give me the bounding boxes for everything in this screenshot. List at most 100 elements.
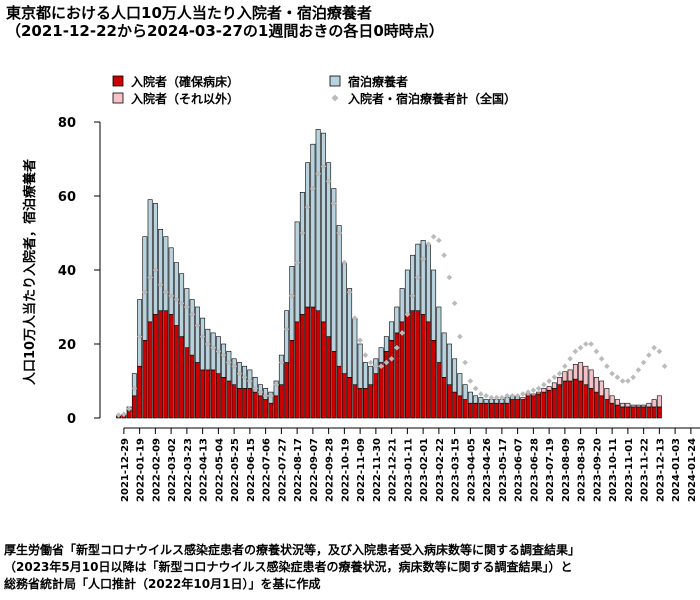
national-total-point xyxy=(415,274,421,281)
y-tick-label: 80 xyxy=(58,116,76,131)
bar-lodging xyxy=(320,132,326,323)
bar-hospital-other xyxy=(635,404,641,408)
x-tick-label: 2023-06-28 xyxy=(529,438,540,502)
bar-lodging xyxy=(446,343,452,386)
bar-hospital-bed xyxy=(488,402,494,419)
bar-hospital-bed xyxy=(326,336,332,419)
legend-swatch-hospital-bed xyxy=(112,75,124,87)
legend-swatch-lodging xyxy=(329,75,341,87)
bar-lodging xyxy=(221,343,227,378)
bar-hospital-bed xyxy=(536,393,542,419)
bar-lodging xyxy=(357,343,363,389)
national-total-point xyxy=(551,374,558,381)
bar-hospital-bed xyxy=(457,395,463,419)
x-tick-label: 2023-11-22 xyxy=(640,438,651,502)
national-total-point xyxy=(457,333,463,340)
bar-hospital-bed xyxy=(436,362,442,419)
bar-hospital-other xyxy=(641,404,647,408)
national-total-point xyxy=(378,363,384,369)
bar-lodging xyxy=(289,265,295,341)
national-total-point xyxy=(315,171,321,177)
bar-hospital-other xyxy=(520,397,526,400)
bar-hospital-other xyxy=(593,376,599,393)
national-total-point xyxy=(451,300,458,307)
national-total-point xyxy=(562,363,568,369)
chart-title: 東京都における人口10万人当たり入院者・宿泊療養者 xyxy=(6,4,372,22)
bar-hospital-other xyxy=(583,365,589,386)
chart-subtitle: （2021-12-22から2024-03-27の1週間おきの各日0時時点） xyxy=(6,22,444,40)
bar-lodging xyxy=(315,129,321,311)
bar-hospital-bed xyxy=(425,321,431,419)
bar-lodging xyxy=(168,247,174,315)
national-total-point xyxy=(294,259,300,266)
bars xyxy=(116,129,662,419)
national-total-point xyxy=(331,200,337,207)
bar-lodging xyxy=(142,236,148,341)
national-total-point xyxy=(362,352,369,358)
bar-hospital-bed xyxy=(630,406,636,419)
bar-hospital-bed xyxy=(593,391,599,419)
national-total-point xyxy=(399,330,405,336)
bar-hospital-bed xyxy=(137,365,143,419)
national-total-point xyxy=(530,387,537,394)
x-tick-label: 2023-04-26 xyxy=(482,438,493,502)
national-total-point xyxy=(567,356,573,362)
national-total-point xyxy=(541,381,547,388)
y-tick-label: 60 xyxy=(58,190,76,205)
national-total-point xyxy=(215,348,222,355)
x-tick-label: 2022-08-17 xyxy=(293,438,304,502)
national-total-point xyxy=(635,367,642,373)
bar-hospital-other xyxy=(599,380,605,397)
bar-lodging xyxy=(473,395,479,404)
bar-hospital-bed xyxy=(200,369,206,419)
national-total-point xyxy=(661,363,668,369)
bar-hospital-bed xyxy=(620,406,626,419)
bar-lodging xyxy=(305,162,311,308)
bar-hospital-bed xyxy=(446,384,452,419)
bar-hospital-bed xyxy=(252,391,258,419)
national-total-point xyxy=(430,233,437,240)
national-total-points xyxy=(115,163,668,418)
bar-hospital-other xyxy=(646,402,652,408)
x-tick-label: 2022-12-21 xyxy=(388,438,399,502)
bar-lodging xyxy=(425,243,431,323)
national-total-point xyxy=(131,385,138,392)
legend-label: 入院者（それ以外） xyxy=(131,91,239,106)
bar-hospital-bed xyxy=(236,388,242,419)
bar-hospital-bed xyxy=(273,395,279,419)
bar-hospital-bed xyxy=(614,404,620,419)
bar-hospital-bed xyxy=(210,369,216,419)
bar-hospital-bed xyxy=(163,310,169,419)
bar-hospital-bed xyxy=(389,339,395,419)
bar-hospital-bed xyxy=(205,369,211,419)
national-total-point xyxy=(205,341,211,347)
bar-hospital-bed xyxy=(126,410,132,419)
bar-lodging xyxy=(483,399,489,404)
bar-hospital-bed xyxy=(257,395,263,419)
national-total-point xyxy=(178,300,185,307)
bar-hospital-bed xyxy=(289,339,295,419)
bar-lodging xyxy=(462,384,468,400)
national-total-point xyxy=(546,378,552,384)
bar-lodging xyxy=(194,306,200,363)
national-total-point xyxy=(173,296,180,303)
bar-lodging xyxy=(284,310,290,363)
national-total-point xyxy=(388,356,395,362)
x-tick-label: 2022-09-28 xyxy=(325,438,336,502)
national-total-point xyxy=(320,163,327,170)
bar-lodging xyxy=(231,358,237,385)
bar-lodging xyxy=(362,362,368,389)
bar-hospital-bed xyxy=(604,399,610,419)
national-total-point xyxy=(231,363,237,369)
bar-hospital-bed xyxy=(142,339,148,419)
bar-hospital-bed xyxy=(646,406,652,419)
x-tick-label: 2022-07-06 xyxy=(262,438,273,502)
national-total-point xyxy=(441,252,447,258)
bar-hospital-bed xyxy=(305,306,311,419)
national-total-point xyxy=(304,204,311,210)
national-total-point xyxy=(462,359,468,366)
bar-hospital-bed xyxy=(525,395,531,419)
national-total-point xyxy=(352,315,358,321)
national-total-point xyxy=(252,385,258,392)
